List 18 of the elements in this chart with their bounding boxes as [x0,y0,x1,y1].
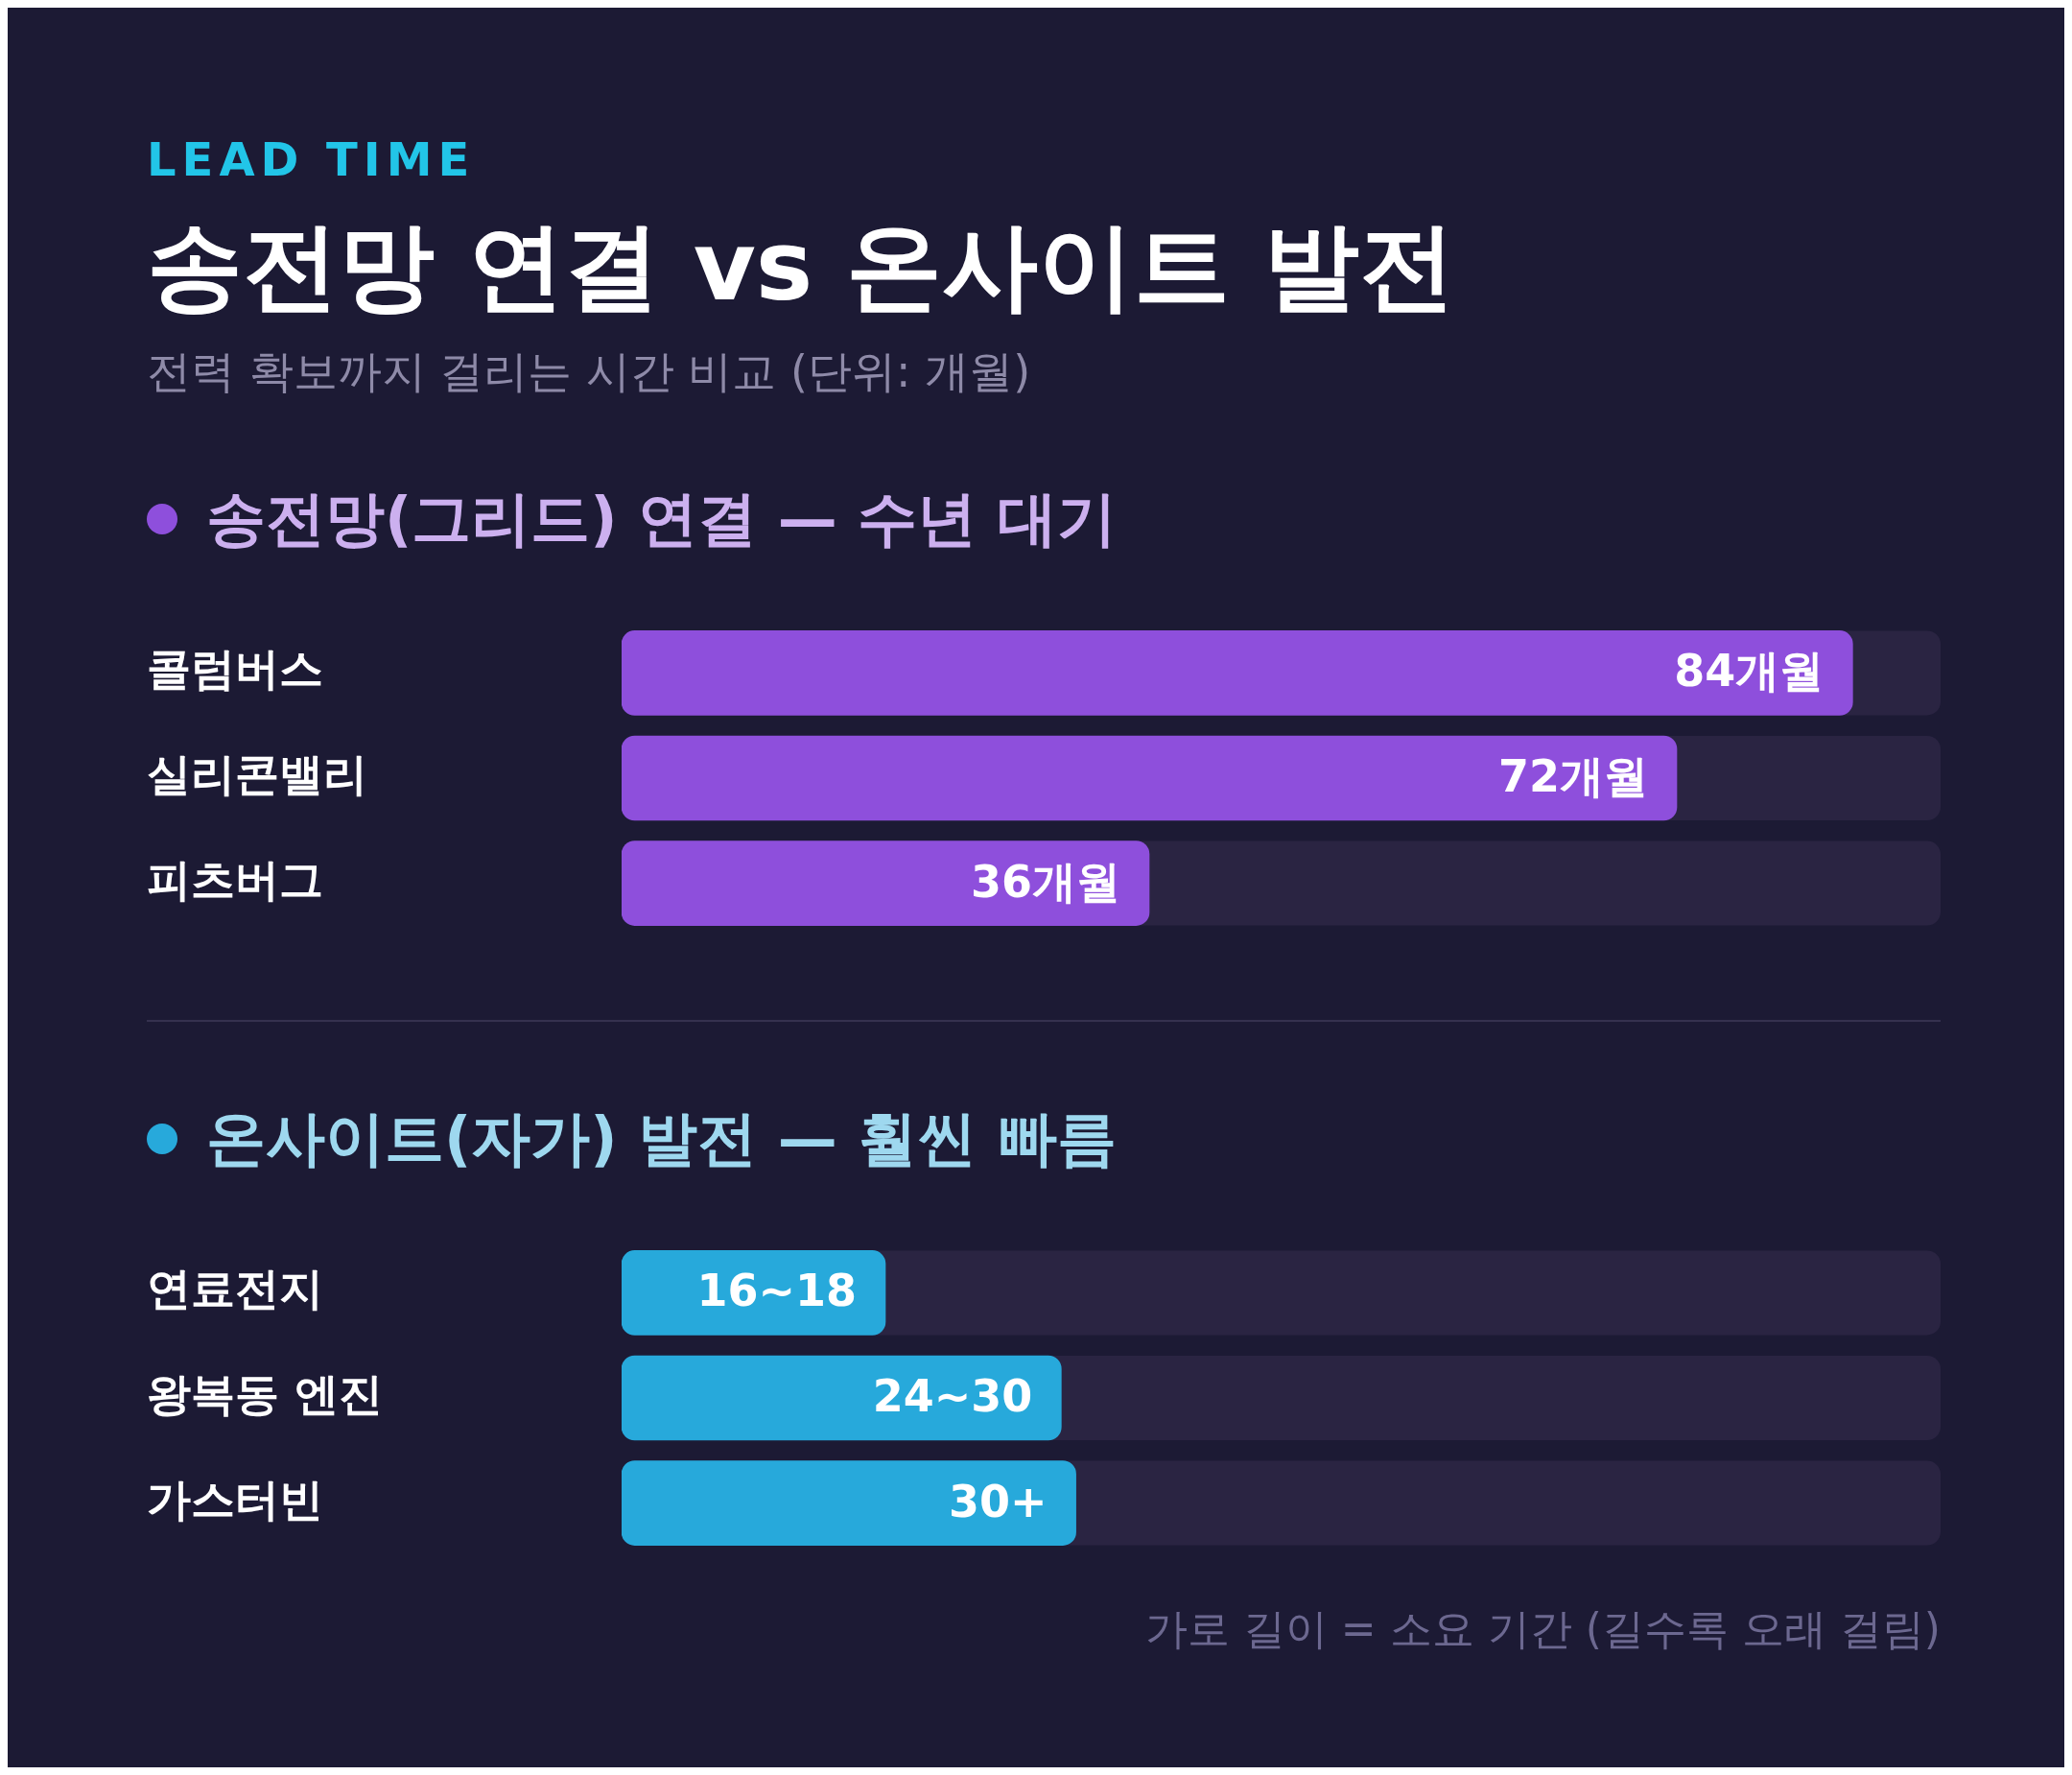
y-tick-label: 콜럼버스 [147,643,323,696]
data-label: 36개월 [970,855,1120,908]
legend-label: 온사이트(자가) 발전 — 훨씬 빠름 [206,1102,1118,1175]
text: 가로 길이 = 소요 기간 (길수록 오래 걸림) [1143,1603,1941,1655]
data-label: 24~30 [872,1369,1033,1422]
chart-title: 송전망 연결 vs 온사이트 발전 [147,210,1456,322]
chart-subtitle: 전력 확보까지 걸리는 시간 비교 (단위: 개월) [147,344,1032,399]
y-tick-label: 왕복동 엔진 [147,1367,384,1420]
data-label: 16~18 [696,1265,857,1317]
text: LEAD TIME [147,132,477,186]
data-label: 72개월 [1497,749,1648,802]
y-tick-label: 실리콘밸리 [147,747,367,800]
data-label: 84개월 [1674,645,1825,698]
legend-label: 송전망(그리드) 연결 — 수년 대기 [206,483,1118,556]
y-tick-label: 피츠버그 [147,853,323,906]
data-label: 30+ [949,1475,1048,1527]
y-tick-label: 연료전지 [147,1263,323,1315]
y-tick-label: 가스터빈 [147,1473,323,1526]
